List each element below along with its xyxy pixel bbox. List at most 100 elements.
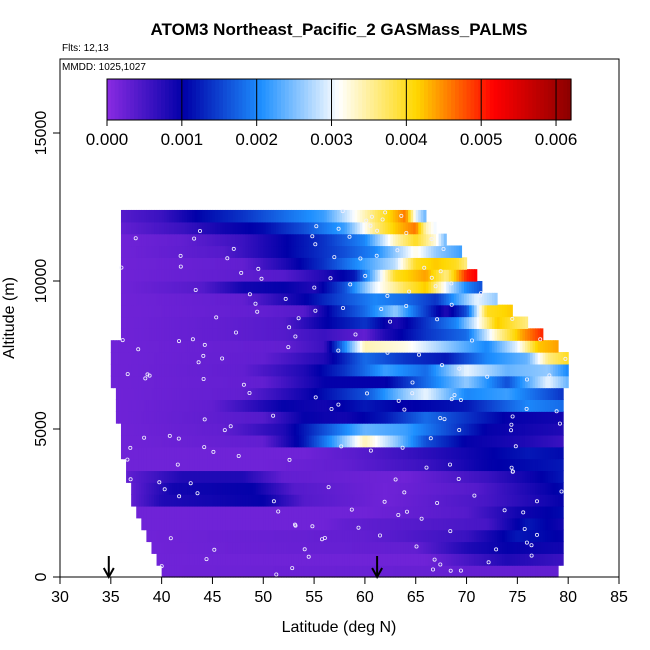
heatmap-cell — [558, 529, 562, 543]
heatmap-cell — [136, 209, 140, 223]
heatmap-cell — [136, 470, 140, 483]
heatmap-cell — [273, 316, 277, 329]
heatmap-cell — [334, 304, 338, 318]
heatmap-cell — [273, 470, 277, 483]
heatmap-cell — [552, 352, 557, 365]
heatmap-cell — [471, 363, 475, 377]
heatmap-cell — [385, 352, 389, 365]
heatmap-cell — [456, 565, 460, 578]
heatmap-cell — [245, 292, 249, 306]
heatmap-cell — [375, 541, 379, 554]
heatmap-cell — [179, 281, 183, 294]
heatmap-cell — [359, 494, 363, 507]
heatmap-cell — [499, 316, 503, 329]
heatmap-cell — [395, 553, 399, 566]
heatmap-cell — [354, 529, 358, 543]
heatmap-cell — [215, 470, 219, 483]
heatmap-cell — [433, 316, 437, 329]
heatmap-cell — [451, 281, 455, 294]
heatmap-cell — [349, 375, 353, 389]
heatmap-cell — [136, 281, 140, 294]
heatmap-cell — [212, 281, 216, 294]
heatmap-cell — [123, 257, 127, 270]
heatmap-cell — [281, 221, 285, 235]
heatmap-cell — [458, 565, 463, 578]
heatmap-cell — [352, 399, 356, 412]
heatmap-cell — [181, 281, 186, 294]
heatmap-cell — [448, 269, 452, 282]
heatmap-cell — [413, 328, 417, 341]
heatmap-cell — [413, 482, 417, 495]
heatmap-cell — [382, 269, 386, 282]
heatmap-cell — [288, 328, 292, 341]
heatmap-cell — [314, 541, 318, 554]
heatmap-cell — [497, 553, 501, 566]
heatmap-cell — [349, 505, 353, 519]
heatmap-cell — [390, 565, 394, 578]
heatmap-cell — [215, 281, 219, 294]
heatmap-cell — [204, 541, 208, 554]
heatmap-cell — [128, 363, 132, 377]
heatmap-cell — [558, 553, 562, 566]
heatmap-cell — [141, 233, 145, 247]
heatmap-cell — [154, 281, 158, 294]
heatmap-cell — [141, 316, 145, 329]
heatmap-cell — [461, 505, 465, 519]
heatmap-cell — [151, 517, 155, 531]
heatmap-cell — [143, 233, 147, 247]
heatmap-cell — [235, 446, 239, 460]
heatmap-cell — [232, 411, 236, 424]
heatmap-cell — [336, 375, 341, 389]
heatmap-cell — [364, 209, 369, 223]
heatmap-cell — [385, 517, 389, 531]
heatmap-cell — [552, 482, 557, 495]
heatmap-cell — [136, 233, 140, 247]
heatmap-cell — [204, 352, 208, 365]
heatmap-cell — [423, 363, 427, 377]
heatmap-cell — [433, 221, 437, 235]
heatmap-cell — [456, 316, 460, 329]
heatmap-cell — [400, 304, 404, 318]
heatmap-cell — [489, 482, 493, 495]
heatmap-cell — [474, 316, 478, 329]
heatmap-cell — [275, 411, 280, 424]
heatmap-cell — [329, 553, 333, 566]
heatmap-cell — [433, 494, 437, 507]
heatmap-cell — [227, 257, 231, 270]
heatmap-cell — [367, 529, 371, 543]
heatmap-cell — [453, 565, 457, 578]
heatmap-cell — [146, 209, 150, 223]
heatmap-cell — [194, 553, 198, 566]
heatmap-cell — [321, 482, 325, 495]
heatmap-cell — [484, 352, 488, 365]
heatmap-cell — [397, 304, 402, 318]
heatmap-cell — [453, 541, 457, 554]
heatmap-cell — [159, 257, 163, 270]
heatmap-cell — [263, 494, 267, 507]
heatmap-cell — [324, 363, 328, 377]
heatmap-cell — [486, 529, 491, 543]
heatmap-cell — [174, 292, 178, 306]
heatmap-cell — [359, 352, 363, 365]
heatmap-cell — [342, 470, 346, 483]
heatmap-cell — [438, 269, 442, 282]
heatmap-cell — [545, 482, 549, 495]
heatmap-cell — [275, 304, 280, 318]
heatmap-cell — [225, 363, 229, 377]
heatmap-cell — [519, 541, 524, 554]
heatmap-cell — [171, 517, 175, 531]
heatmap-cell — [220, 233, 224, 247]
heatmap-cell — [321, 529, 325, 543]
heatmap-cell — [380, 411, 384, 424]
heatmap-cell — [342, 352, 346, 365]
heatmap-cell — [179, 304, 183, 318]
heatmap-cell — [418, 411, 422, 424]
heatmap-cell — [364, 340, 369, 353]
heatmap-cell — [542, 505, 546, 519]
heatmap-cell — [194, 517, 198, 531]
heatmap-cell — [298, 470, 302, 483]
heatmap-cell — [372, 541, 376, 554]
heatmap-cell — [334, 458, 338, 472]
heatmap-cell — [474, 553, 478, 566]
heatmap-cell — [278, 423, 282, 436]
